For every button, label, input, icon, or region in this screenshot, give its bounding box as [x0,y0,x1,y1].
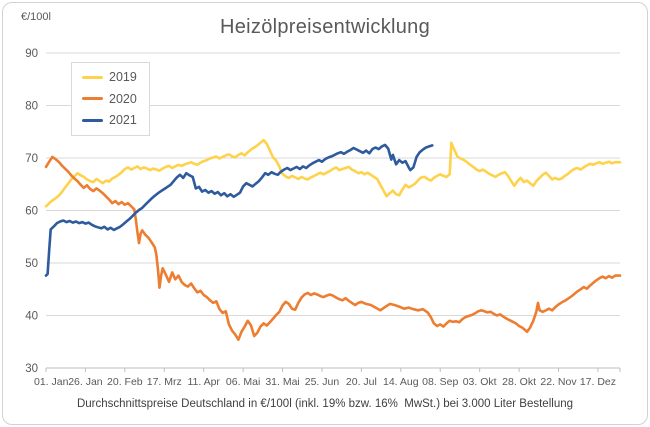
x-tick-label: 03. Okt [463,376,497,388]
legend-swatch-2021 [82,118,103,122]
y-tick-label: 60 [25,206,38,218]
x-tick-label: 17. Dez [580,376,616,388]
x-tick-label: 25. Jun [305,376,340,388]
legend-swatch-2020 [82,97,103,101]
x-tick-label: 28. Okt [502,376,536,388]
y-tick-label: 90 [25,48,38,60]
x-tick-label: 20. Feb [107,376,143,388]
legend: 2019 2020 2021 [71,62,150,136]
series-2019-line [44,138,622,208]
x-tick-label: 26. Jan [68,376,103,388]
x-tick-label: 01. Jan [34,376,69,388]
x-tick-label: 11. Apr [187,376,220,388]
legend-swatch-2019 [82,75,103,79]
legend-label-2019: 2019 [109,70,137,84]
y-tick-label: 30 [25,363,38,375]
series-2021-line [44,143,434,277]
y-tick-label: 50 [25,258,38,270]
chart-title: Heizölpreisentwicklung [219,16,431,38]
x-tick-label: 17. Mrz [147,376,182,388]
y-axis-unit-label: €/100l [21,11,51,23]
legend-label-2020: 2020 [109,91,137,106]
y-tick-label: 80 [25,101,38,113]
y-tick-label: 70 [25,153,38,165]
legend-item-2019: 2019 [82,71,137,84]
legend-item-2021: 2021 [82,114,137,127]
chart-caption: Durchschnittspreise Deutschland in €/100… [76,398,574,410]
x-tick-label: 31. Mai [265,376,299,388]
x-tick-label: 08. Sep [422,376,458,388]
legend-item-2020: 2020 [82,91,137,106]
x-tick-label: 22. Nov [540,376,577,388]
legend-label-2021: 2021 [109,113,137,127]
x-tick-label: 14. Aug [383,376,419,388]
x-tick-label: 20. Jul [346,376,377,388]
series-2020-line [44,155,622,342]
x-tick-label: 06. Mai [226,376,260,388]
y-tick-label: 40 [25,311,38,323]
